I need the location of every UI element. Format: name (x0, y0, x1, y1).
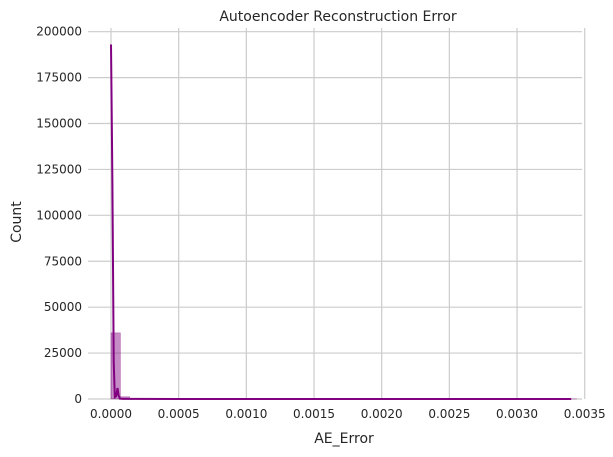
x-axis-label: AE_Error (314, 431, 374, 447)
y-tick-label: 0 (74, 392, 82, 406)
y-tick-label: 125000 (36, 162, 82, 176)
grid (88, 28, 586, 400)
x-tick-label: 0.0010 (225, 407, 267, 421)
plot-area (88, 28, 582, 399)
y-tick-labels: 0 25000 50000 75000 100000 125000 150000 175000… (36, 25, 82, 406)
x-tick-label: 0.0005 (158, 407, 200, 421)
x-tick-labels: 0.0000 0.0005 0.0010 0.0015 0.0020 0.0025 0.00… (90, 407, 606, 421)
y-tick-label: 50000 (44, 300, 82, 314)
x-tick-label: 0.0000 (90, 407, 132, 421)
kde-line (110, 44, 572, 400)
y-tick-label: 150000 (36, 117, 82, 131)
y-tick-label: 25000 (44, 346, 82, 360)
y-axis-label: Count (9, 201, 25, 243)
x-tick-label: 0.0035 (564, 407, 606, 421)
histogram-bar (110, 332, 121, 400)
y-tick-label: 100000 (36, 208, 82, 222)
chart-title: Autoencoder Reconstruction Error (219, 9, 457, 25)
y-tick-label: 200000 (36, 25, 82, 39)
y-tick-label: 175000 (36, 71, 82, 85)
y-tick-label: 75000 (44, 254, 82, 268)
x-tick-label: 0.0020 (361, 407, 403, 421)
kde-curve (110, 44, 572, 400)
x-tick-label: 0.0015 (293, 407, 335, 421)
x-tick-label: 0.0025 (428, 407, 470, 421)
x-tick-label: 0.0030 (496, 407, 538, 421)
